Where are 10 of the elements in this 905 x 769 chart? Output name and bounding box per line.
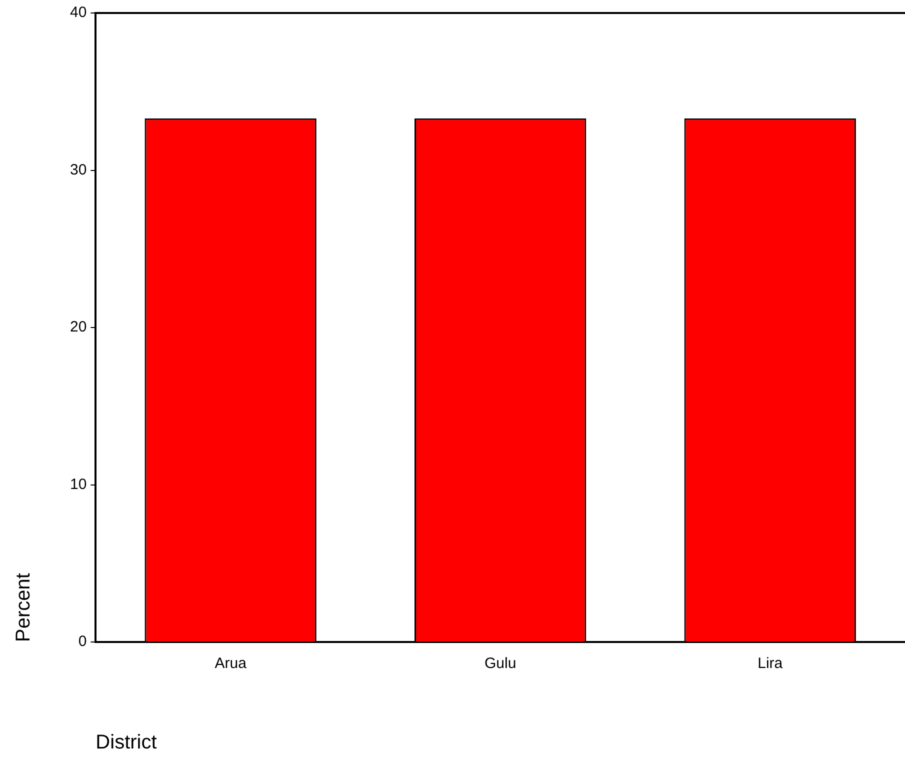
y-tick-label: 20 — [70, 318, 87, 336]
x-tick-label: Gulu — [484, 655, 516, 672]
x-tick-label: Lira — [758, 655, 784, 672]
x-tick-label: Arua — [214, 655, 248, 672]
x-axis-title: District — [96, 732, 158, 754]
y-axis-title: Percent — [12, 572, 35, 642]
y-tick-label: 10 — [70, 476, 87, 493]
y-tick-label: 40 — [70, 4, 87, 22]
y-tick-label: 30 — [70, 161, 87, 178]
y-tick-label: 0 — [78, 633, 87, 650]
